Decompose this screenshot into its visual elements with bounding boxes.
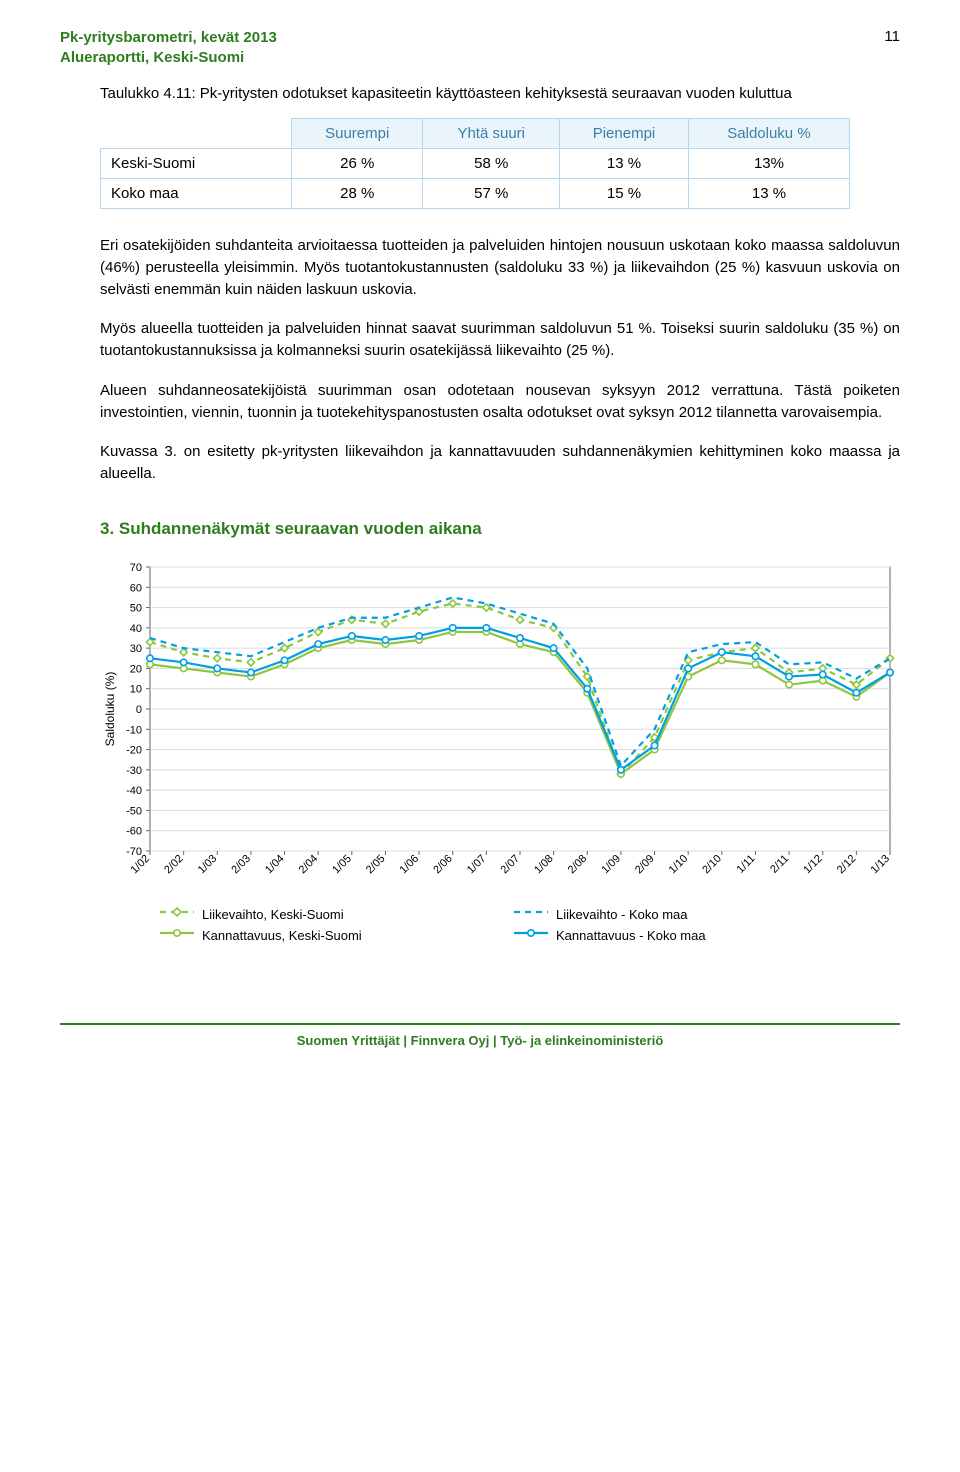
section-heading: 3. Suhdannenäkymät seuraavan vuoden aika… (100, 519, 900, 539)
legend-item: Liikevaihto - Koko maa (514, 907, 840, 922)
svg-text:2/12: 2/12 (835, 852, 859, 876)
cell: Keski-Suomi (101, 149, 292, 179)
svg-text:-30: -30 (126, 765, 142, 777)
svg-text:70: 70 (130, 562, 142, 574)
svg-text:2/07: 2/07 (498, 852, 522, 876)
col-pienempi: Pienempi (560, 119, 689, 149)
col-saldo: Saldoluku % (688, 119, 849, 149)
svg-text:-40: -40 (126, 785, 142, 797)
body-text: Eri osatekijöiden suhdanteita arvioitaes… (100, 235, 900, 485)
svg-text:40: 40 (130, 623, 142, 635)
legend-label: Kannattavuus, Keski-Suomi (202, 928, 362, 943)
svg-text:2/05: 2/05 (364, 852, 388, 876)
col-blank (101, 119, 292, 149)
svg-text:2/09: 2/09 (633, 852, 657, 876)
svg-text:-50: -50 (126, 805, 142, 817)
col-suurempi: Suurempi (292, 119, 423, 149)
svg-text:2/10: 2/10 (700, 852, 724, 876)
svg-text:2/06: 2/06 (431, 852, 455, 876)
col-yhta: Yhtä suuri (423, 119, 560, 149)
svg-text:1/10: 1/10 (667, 852, 691, 876)
line-chart: -70-60-50-40-30-20-10010203040506070Sald… (100, 557, 900, 943)
svg-text:2/08: 2/08 (566, 852, 590, 876)
svg-text:2/02: 2/02 (162, 852, 186, 876)
cell: 13% (688, 149, 849, 179)
paragraph: Myös alueella tuotteiden ja palveluiden … (100, 318, 900, 362)
svg-text:10: 10 (130, 683, 142, 695)
legend-item: Liikevaihto, Keski-Suomi (160, 907, 486, 922)
title-line-2: Alueraportti, Keski-Suomi (60, 49, 244, 66)
paragraph: Kuvassa 3. on esitetty pk-yritysten liik… (100, 441, 900, 485)
paragraph: Alueen suhdanneosatekijöistä suurimman o… (100, 380, 900, 424)
svg-text:Saldoluku (%): Saldoluku (%) (103, 671, 117, 746)
svg-text:50: 50 (130, 602, 142, 614)
table-header-row: Suurempi Yhtä suuri Pienempi Saldoluku % (101, 119, 850, 149)
cell: 13 % (688, 179, 849, 209)
svg-text:-10: -10 (126, 724, 142, 736)
svg-text:2/03: 2/03 (229, 852, 253, 876)
doc-title: Pk-yritysbarometri, kevät 2013 Aluerapor… (60, 28, 277, 67)
cell: 13 % (560, 149, 689, 179)
cell: 58 % (423, 149, 560, 179)
chart-svg: -70-60-50-40-30-20-10010203040506070Sald… (100, 557, 900, 897)
svg-text:0: 0 (136, 704, 142, 716)
svg-text:-60: -60 (126, 825, 142, 837)
svg-text:2/04: 2/04 (297, 852, 321, 876)
svg-text:1/03: 1/03 (196, 852, 220, 876)
cell: 15 % (560, 179, 689, 209)
svg-text:1/04: 1/04 (263, 852, 287, 876)
footer: Suomen Yrittäjät | Finnvera Oyj | Työ- j… (60, 1023, 900, 1048)
svg-text:1/07: 1/07 (465, 852, 489, 876)
legend-item: Kannattavuus - Koko maa (514, 928, 840, 943)
legend-label: Liikevaihto, Keski-Suomi (202, 907, 344, 922)
legend-label: Kannattavuus - Koko maa (556, 928, 706, 943)
svg-text:60: 60 (130, 582, 142, 594)
table-row: Koko maa 28 % 57 % 15 % 13 % (101, 179, 850, 209)
svg-text:1/06: 1/06 (398, 852, 422, 876)
cell: 57 % (423, 179, 560, 209)
svg-text:30: 30 (130, 643, 142, 655)
svg-text:1/12: 1/12 (801, 852, 825, 876)
legend-item: Kannattavuus, Keski-Suomi (160, 928, 486, 943)
cell: 28 % (292, 179, 423, 209)
capacity-table: Suurempi Yhtä suuri Pienempi Saldoluku %… (100, 118, 850, 209)
table-row: Keski-Suomi 26 % 58 % 13 % 13% (101, 149, 850, 179)
cell: 26 % (292, 149, 423, 179)
legend-label: Liikevaihto - Koko maa (556, 907, 688, 922)
cell: Koko maa (101, 179, 292, 209)
svg-text:1/09: 1/09 (599, 852, 623, 876)
page-header: Pk-yritysbarometri, kevät 2013 Aluerapor… (60, 28, 900, 67)
svg-text:1/11: 1/11 (735, 852, 758, 875)
content-area: Taulukko 4.11: Pk-yritysten odotukset ka… (100, 83, 900, 943)
svg-text:2/11: 2/11 (768, 852, 791, 875)
paragraph: Eri osatekijöiden suhdanteita arvioitaes… (100, 235, 900, 300)
svg-text:1/08: 1/08 (532, 852, 556, 876)
page: Pk-yritysbarometri, kevät 2013 Aluerapor… (0, 0, 960, 1088)
svg-text:-20: -20 (126, 744, 142, 756)
chart-legend: Liikevaihto, Keski-Suomi Liikevaihto - Ko… (160, 907, 840, 943)
page-number: 11 (884, 28, 900, 45)
svg-text:1/13: 1/13 (868, 852, 892, 876)
title-line-1: Pk-yritysbarometri, kevät 2013 (60, 29, 277, 46)
svg-text:1/05: 1/05 (330, 852, 354, 876)
table-caption: Taulukko 4.11: Pk-yritysten odotukset ka… (100, 83, 900, 104)
svg-text:20: 20 (130, 663, 142, 675)
